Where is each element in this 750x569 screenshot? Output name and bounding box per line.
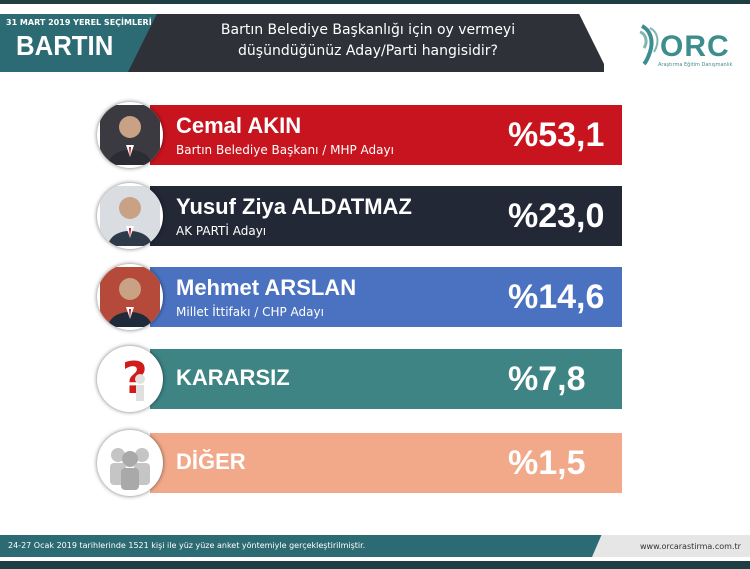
category-sublabel: AK PARTİ Adayı — [176, 224, 267, 238]
value-label: %53,1 — [508, 116, 605, 154]
logo-box — [604, 14, 750, 72]
bar-4 — [150, 349, 622, 409]
category-label: KARARSIZ — [176, 365, 290, 390]
category-sublabel: Millet İttifakı / CHP Adayı — [176, 305, 324, 319]
footer-url-box — [592, 535, 750, 557]
question-line-1: Bartın Belediye Başkanlığı için oy verme… — [220, 22, 516, 38]
logo-subtitle: Araştırma Eğitim Danışmanlık — [658, 62, 733, 68]
category-label: DİĞER — [176, 449, 246, 474]
footer-url: www.orcarastirma.com.tr — [640, 542, 741, 551]
value-label: %1,5 — [508, 444, 586, 482]
bar-1 — [150, 105, 622, 165]
chart-title: Bartın Belediye Başkanlığı için oy verme… — [168, 20, 568, 62]
category-label: Mehmet ARSLAN — [176, 275, 357, 300]
portrait-icon — [97, 183, 163, 249]
footer-note: 24-27 Ocak 2019 tarihlerinde 1521 kişi i… — [8, 541, 366, 550]
bar-2 — [150, 186, 622, 246]
category-label: Cemal AKIN — [176, 113, 302, 138]
category-sublabel: Bartın Belediye Başkanı / MHP Adayı — [176, 143, 394, 157]
city-name: BARTIN — [16, 30, 114, 61]
portrait-icon — [97, 264, 163, 330]
footer-bar — [0, 535, 750, 557]
portrait-icon — [97, 102, 163, 168]
top-strip — [0, 0, 750, 4]
bar-3 — [150, 267, 622, 327]
question-mark-icon: ? — [97, 346, 163, 412]
election-date: 31 MART 2019 YEREL SEÇİMLERİ — [6, 18, 152, 27]
question-box — [128, 14, 608, 72]
logo-text: ORC — [660, 30, 730, 63]
value-label: %7,8 — [508, 360, 586, 398]
value-label: %14,6 — [508, 278, 605, 316]
category-label: Yusuf Ziya ALDATMAZ — [176, 194, 412, 219]
bar-5 — [150, 433, 622, 493]
value-label: %23,0 — [508, 197, 605, 235]
orc-logo-icon — [639, 24, 659, 66]
question-line-2: düşündüğünüz Aday/Parti hangisidir? — [238, 43, 498, 59]
people-silhouette-icon — [97, 430, 163, 496]
election-banner — [0, 14, 158, 72]
bottom-strip — [0, 561, 750, 569]
